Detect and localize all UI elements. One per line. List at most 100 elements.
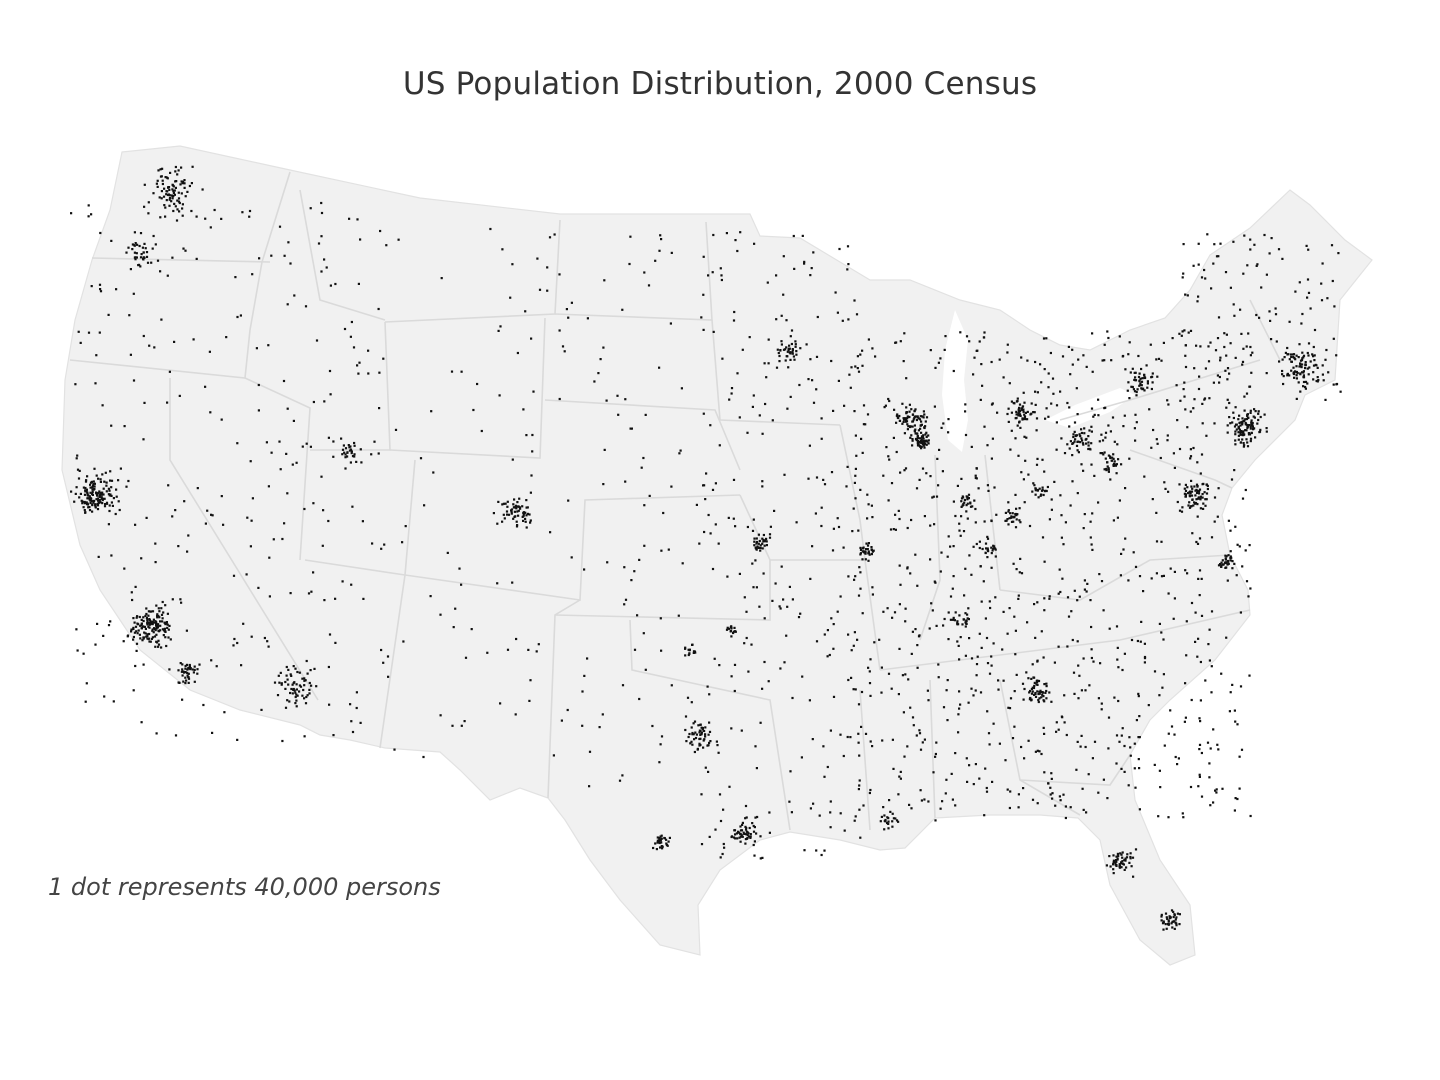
- population-dot: [889, 528, 893, 531]
- population-dot: [961, 504, 964, 507]
- population-dot: [1155, 540, 1159, 543]
- population-dot: [1268, 252, 1271, 255]
- population-dot: [1026, 359, 1029, 362]
- population-dot: [774, 582, 777, 585]
- population-dot: [638, 697, 641, 701]
- population-dot: [394, 428, 398, 431]
- population-dot: [171, 598, 174, 601]
- population-dot: [1330, 244, 1334, 247]
- population-dot: [176, 173, 179, 176]
- population-dot: [966, 502, 969, 505]
- population-dot: [162, 611, 165, 614]
- population-dot: [922, 410, 925, 413]
- population-dot: [942, 706, 946, 709]
- population-dot: [658, 839, 661, 842]
- population-dot: [198, 663, 201, 666]
- population-dot: [681, 562, 684, 565]
- population-dot: [907, 425, 910, 428]
- population-dot: [975, 663, 979, 666]
- population-dot: [558, 329, 561, 332]
- population-dot: [279, 468, 282, 471]
- population-dot: [1196, 485, 1199, 488]
- population-dot: [656, 840, 659, 843]
- population-dot: [749, 836, 752, 839]
- population-dot: [788, 800, 791, 803]
- population-dot: [838, 247, 841, 251]
- population-dot: [1245, 417, 1248, 421]
- population-dot: [162, 634, 165, 637]
- population-dot: [707, 513, 710, 517]
- population-dot: [1062, 543, 1065, 546]
- population-dot: [897, 793, 900, 796]
- population-dot: [504, 502, 507, 505]
- population-dot: [1121, 862, 1124, 865]
- population-dot: [306, 694, 309, 697]
- population-dot: [767, 680, 770, 683]
- population-dot: [1324, 398, 1327, 401]
- population-dot: [308, 692, 311, 695]
- population-dot: [310, 590, 313, 593]
- population-dot: [1225, 333, 1228, 336]
- population-dot: [546, 289, 549, 292]
- population-dot: [1030, 692, 1034, 695]
- population-dot: [1085, 437, 1088, 441]
- population-dot: [1247, 595, 1250, 598]
- population-dot: [174, 734, 178, 737]
- population-dot: [367, 372, 370, 375]
- population-dot: [688, 648, 691, 651]
- population-dot: [916, 435, 919, 438]
- population-dot: [952, 369, 955, 373]
- population-dot: [1204, 277, 1207, 280]
- population-dot: [934, 366, 937, 369]
- population-dot: [944, 792, 947, 795]
- population-dot: [260, 708, 263, 711]
- population-dot: [758, 414, 761, 417]
- population-dot: [185, 679, 188, 682]
- population-dot: [87, 215, 90, 218]
- population-dot: [1118, 740, 1121, 743]
- population-dot: [292, 687, 295, 691]
- population-dot: [187, 681, 190, 684]
- population-dot: [898, 647, 901, 650]
- population-dot: [283, 522, 286, 525]
- population-dot: [1067, 345, 1070, 348]
- population-dot: [617, 413, 620, 416]
- population-dot: [156, 616, 159, 619]
- population-dot: [291, 692, 294, 695]
- population-dot: [644, 668, 647, 671]
- population-dot: [702, 746, 705, 749]
- population-dot: [684, 654, 687, 657]
- population-dot: [867, 550, 870, 553]
- population-dot: [100, 493, 103, 496]
- population-dot: [109, 479, 112, 482]
- population-dot: [513, 506, 516, 509]
- population-dot: [144, 632, 147, 635]
- population-dot: [1239, 308, 1242, 311]
- population-dot: [1023, 435, 1026, 438]
- population-dot: [1234, 720, 1237, 723]
- population-dot: [762, 572, 765, 575]
- population-dot: [1240, 332, 1243, 335]
- population-dot: [135, 649, 138, 652]
- population-dot: [1069, 504, 1072, 507]
- population-dot: [975, 467, 978, 470]
- population-dot: [1335, 382, 1339, 386]
- population-dot: [308, 688, 311, 691]
- population-dot: [1219, 359, 1222, 362]
- population-dot: [146, 261, 150, 264]
- population-dot: [921, 436, 924, 439]
- population-dot: [1125, 866, 1128, 869]
- population-dot: [288, 700, 291, 703]
- population-dot: [902, 420, 905, 423]
- population-dot: [1241, 434, 1244, 437]
- population-dot: [869, 788, 872, 792]
- population-dot: [858, 754, 861, 757]
- population-dot: [642, 456, 645, 460]
- population-dot: [92, 501, 95, 504]
- population-dot: [1136, 388, 1139, 391]
- population-dot: [359, 238, 362, 241]
- population-dot: [894, 528, 897, 531]
- population-dot: [558, 273, 561, 276]
- population-dot: [586, 317, 589, 320]
- population-dot: [1040, 381, 1043, 384]
